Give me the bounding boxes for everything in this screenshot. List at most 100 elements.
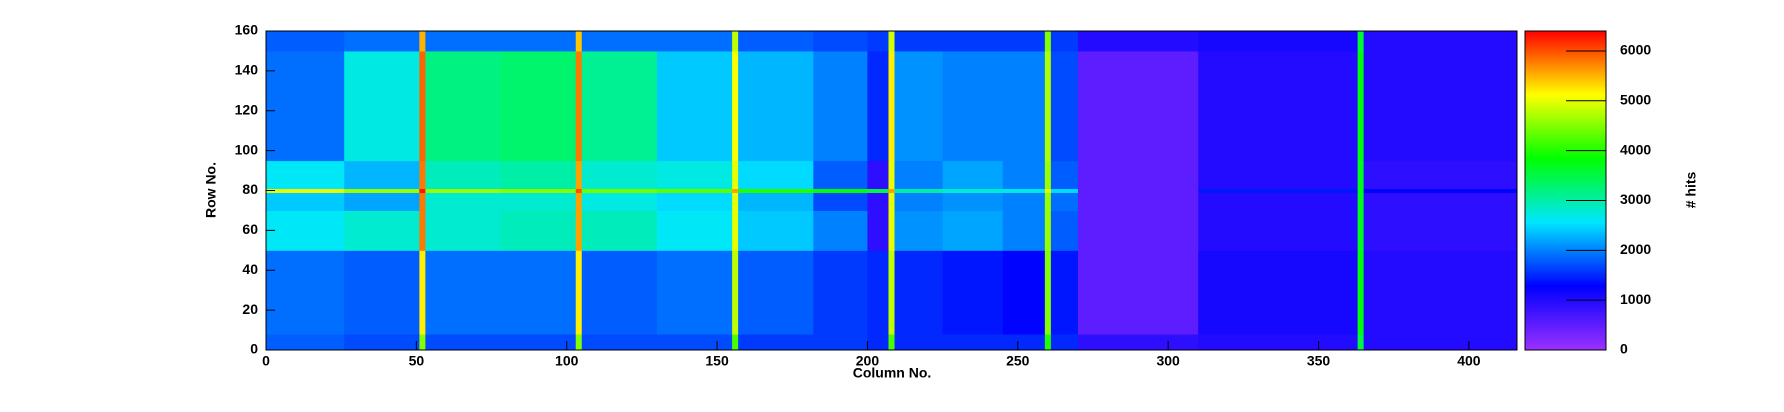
heat-cell [813, 250, 868, 335]
heat-cell [500, 50, 577, 162]
heat-cell [867, 50, 889, 162]
heat-cell [942, 50, 1004, 162]
y-tick-label: 100 [235, 141, 259, 157]
heat-cell [656, 31, 733, 52]
heat-cell [1363, 188, 1518, 193]
heat-cell [942, 192, 1004, 211]
heat-cell [888, 160, 896, 190]
colorbar-tick-label: 2000 [1620, 241, 1651, 257]
colorbar-tick-label: 6000 [1620, 42, 1651, 58]
heat-cell [813, 160, 868, 190]
heat-cell [867, 334, 889, 351]
heat-cell [894, 210, 944, 251]
heat-cell [1050, 210, 1079, 251]
x-tick-label: 0 [262, 353, 270, 369]
heat-cell [581, 192, 658, 211]
heat-cell [1044, 188, 1052, 193]
heat-cell [575, 160, 583, 190]
heat-cell [575, 50, 583, 162]
heat-cell [732, 31, 739, 52]
heat-cell [656, 334, 733, 351]
x-tick-label: 50 [409, 353, 425, 369]
heat-cell [656, 160, 733, 190]
heat-cell [500, 210, 577, 251]
heat-cell [581, 188, 658, 193]
heat-cell [894, 31, 944, 52]
heat-cell [344, 334, 420, 351]
heat-cell [894, 334, 944, 351]
heat-cell [1050, 160, 1079, 190]
heat-cell [888, 31, 896, 52]
heat-cell [1357, 210, 1365, 251]
heat-cell [1002, 188, 1046, 193]
heat-cell [867, 160, 889, 190]
heat-cell [888, 250, 896, 335]
heat-cell [732, 210, 739, 251]
heat-cell [1198, 31, 1359, 52]
heat-cell [656, 250, 733, 335]
y-tick-label: 20 [242, 301, 258, 317]
heat-cell [732, 192, 739, 211]
heat-cell [732, 188, 739, 193]
heat-cell [344, 31, 420, 52]
heat-cell [1357, 188, 1365, 193]
heat-cell [1050, 334, 1079, 351]
y-tick-label: 40 [242, 261, 258, 277]
heat-cell [1357, 160, 1365, 190]
heat-cell [1198, 210, 1359, 251]
heat-cell [419, 160, 426, 190]
x-tick-label: 250 [1006, 353, 1030, 369]
heat-cell [1002, 334, 1046, 351]
heat-cell [419, 210, 426, 251]
heat-cell [425, 250, 502, 335]
heat-cell [575, 31, 583, 52]
heat-cell [1044, 160, 1052, 190]
heat-cell [867, 210, 889, 251]
heat-cell [1002, 31, 1046, 52]
heat-cell [1002, 192, 1046, 211]
heat-cell [419, 334, 426, 351]
heat-cell [419, 188, 426, 193]
heat-cell [1077, 188, 1199, 193]
heat-cell [344, 160, 420, 190]
heat-cell [344, 192, 420, 211]
heat-cell [1044, 31, 1052, 52]
x-tick-label: 400 [1457, 353, 1481, 369]
heat-cell [894, 192, 944, 211]
heat-cell [813, 210, 868, 251]
heat-cell [500, 160, 577, 190]
heat-cell [266, 50, 345, 162]
y-axis-label: Row No. [203, 162, 219, 218]
heat-cell [500, 192, 577, 211]
heat-cell [1363, 50, 1518, 162]
heat-cell [1002, 50, 1046, 162]
y-tick-label: 140 [235, 62, 259, 78]
heat-cell [266, 188, 345, 193]
heat-cell [419, 250, 426, 335]
heat-cell [266, 210, 345, 251]
heat-cell [1077, 31, 1199, 52]
heat-cell [732, 160, 739, 190]
heat-cell [1363, 250, 1518, 335]
heat-cell [1002, 250, 1046, 335]
heat-cell [656, 210, 733, 251]
y-tick-label: 60 [242, 221, 258, 237]
y-tick-label: 160 [235, 22, 259, 38]
colorbar-tick-label: 4000 [1620, 141, 1651, 157]
heat-cell [1198, 160, 1359, 190]
heat-cell [425, 188, 502, 193]
heat-cell [888, 210, 896, 251]
heat-cell [581, 31, 658, 52]
heat-cell [894, 250, 944, 335]
heat-cell [344, 210, 420, 251]
heat-cell [1050, 188, 1079, 193]
heat-cell [732, 50, 739, 162]
heat-cell [942, 160, 1004, 190]
heat-cell [1198, 250, 1359, 335]
heat-cell [942, 210, 1004, 251]
heat-cell [1363, 192, 1518, 211]
heat-cell [575, 334, 583, 351]
x-tick-label: 300 [1156, 353, 1180, 369]
heat-cell [942, 31, 1004, 52]
